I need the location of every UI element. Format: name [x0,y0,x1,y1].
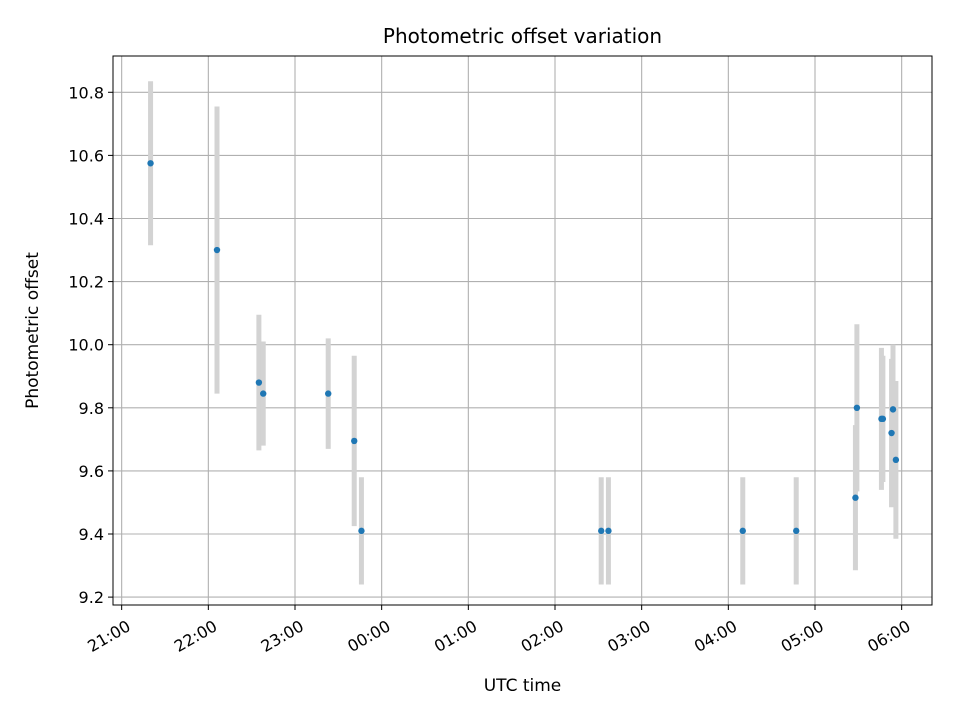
data-point [892,456,900,464]
chart-title: Photometric offset variation [383,24,662,48]
data-point [605,527,612,535]
y-tick-label: 10.4 [68,209,104,228]
data-point [255,379,263,386]
data-point [147,160,154,167]
data-point [351,437,358,445]
y-axis-title: Photometric offset [23,252,43,409]
x-axis-title: UTC time [484,676,562,696]
y-tick-label: 10.2 [68,273,104,292]
data-point [793,527,800,535]
data-point [889,406,897,413]
point-layer [147,160,900,535]
data-point [213,246,221,254]
grid-layer [113,56,932,605]
y-tick-label: 9.2 [79,588,104,607]
data-point [358,527,365,535]
y-tick-label: 10.6 [68,146,104,165]
y-tick-label: 10.0 [68,336,104,355]
data-point [852,494,859,501]
data-point [325,390,332,397]
data-point [853,404,861,412]
data-point [598,527,605,535]
y-tick-label: 9.6 [79,462,104,481]
data-point [739,527,746,535]
data-point [888,429,895,437]
data-point [260,390,267,397]
plot-frame [112,55,933,606]
y-tick-label: 9.8 [79,399,104,418]
data-point [879,415,887,423]
y-tick-label: 10.8 [68,83,104,102]
y-tick-label: 9.4 [79,525,104,544]
